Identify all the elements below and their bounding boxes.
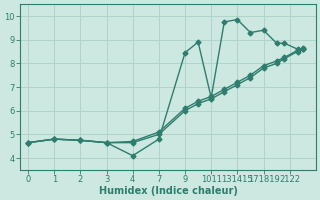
X-axis label: Humidex (Indice chaleur): Humidex (Indice chaleur)	[99, 186, 237, 196]
